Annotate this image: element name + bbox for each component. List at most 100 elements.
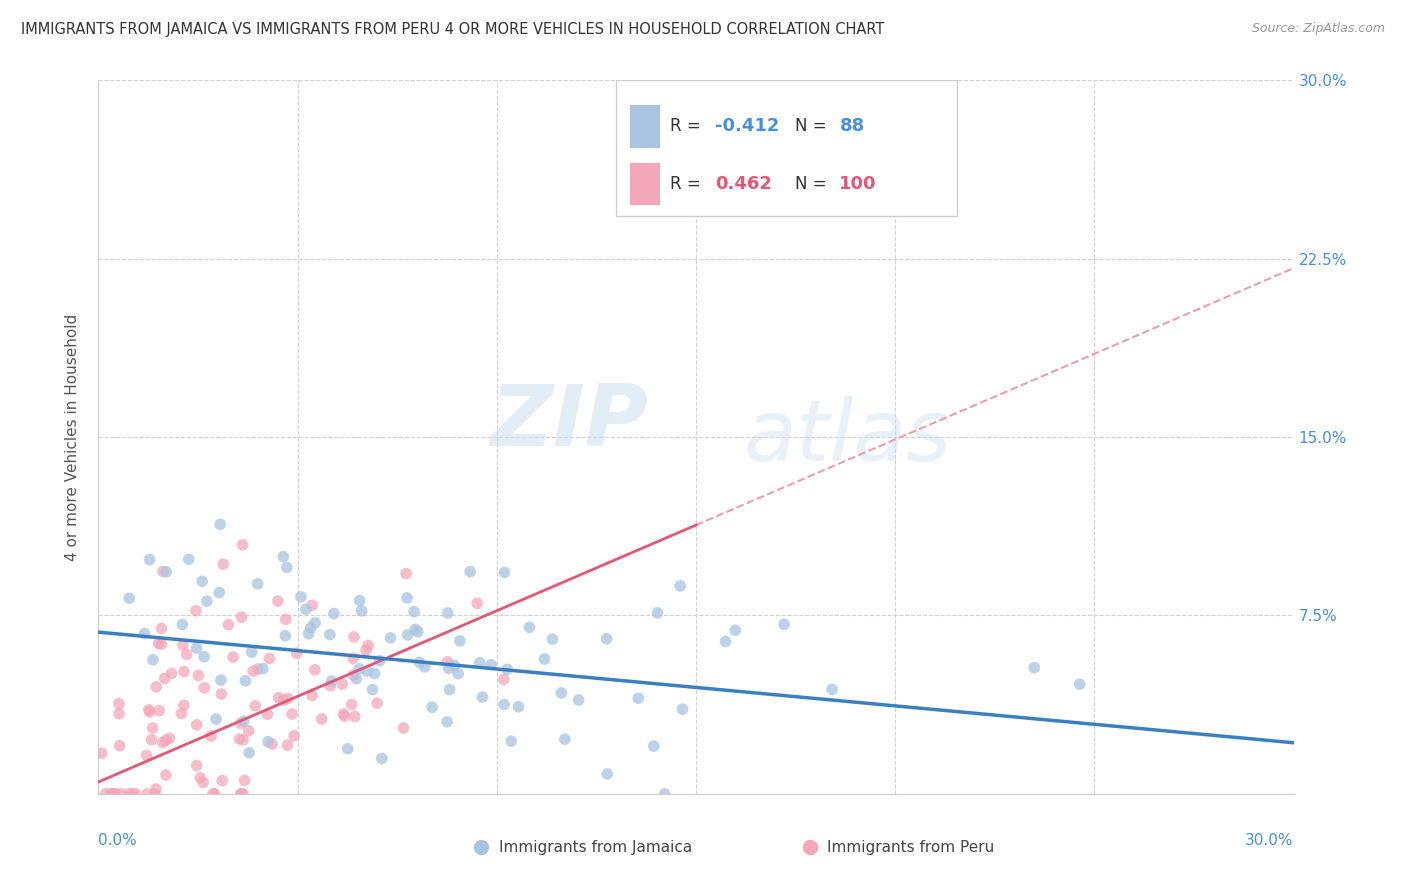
- Point: [449, 633, 471, 648]
- Point: [267, 690, 290, 705]
- Text: ZIP: ZIP: [491, 381, 648, 465]
- Point: [627, 691, 650, 706]
- Point: [141, 732, 163, 747]
- Text: atlas: atlas: [744, 395, 952, 479]
- Point: [145, 680, 167, 694]
- Point: [458, 565, 481, 579]
- Point: [311, 712, 333, 726]
- Point: [273, 693, 295, 707]
- Point: [420, 700, 443, 714]
- Point: [135, 748, 157, 763]
- Point: [596, 767, 619, 781]
- Point: [148, 704, 170, 718]
- Text: 30.0%: 30.0%: [1246, 833, 1294, 848]
- Point: [654, 787, 676, 801]
- Point: [142, 721, 165, 735]
- Point: [176, 648, 198, 662]
- Point: [108, 697, 131, 711]
- Point: [245, 698, 267, 713]
- Point: [350, 604, 373, 618]
- Point: [343, 709, 366, 723]
- Point: [494, 698, 516, 712]
- Point: [186, 718, 208, 732]
- Point: [201, 787, 224, 801]
- Point: [319, 627, 342, 641]
- Point: [413, 660, 436, 674]
- Point: [354, 643, 377, 657]
- Point: [406, 624, 429, 639]
- Text: Immigrants from Peru: Immigrants from Peru: [827, 840, 994, 855]
- Point: [366, 696, 388, 710]
- Text: Source: ZipAtlas.com: Source: ZipAtlas.com: [1251, 22, 1385, 36]
- Point: [173, 665, 195, 679]
- Point: [104, 787, 127, 801]
- Point: [121, 787, 143, 801]
- Point: [322, 607, 344, 621]
- Point: [211, 773, 233, 788]
- Point: [395, 591, 418, 605]
- Point: [155, 733, 177, 747]
- Point: [103, 787, 125, 801]
- Point: [439, 682, 461, 697]
- Text: 0.0%: 0.0%: [98, 833, 138, 848]
- Point: [550, 686, 572, 700]
- Point: [1069, 677, 1091, 691]
- Point: [332, 706, 354, 721]
- Point: [361, 682, 384, 697]
- Point: [643, 739, 665, 753]
- Point: [212, 558, 235, 572]
- Point: [669, 579, 692, 593]
- Point: [336, 741, 359, 756]
- Point: [209, 517, 232, 532]
- Point: [232, 787, 254, 801]
- Point: [160, 666, 183, 681]
- Point: [172, 617, 194, 632]
- Point: [231, 610, 253, 624]
- Point: [238, 723, 260, 738]
- Point: [471, 690, 494, 704]
- Point: [142, 653, 165, 667]
- Point: [193, 649, 215, 664]
- Point: [671, 702, 693, 716]
- Text: N =: N =: [796, 118, 832, 136]
- Point: [193, 681, 215, 695]
- Point: [138, 552, 160, 566]
- Point: [479, 657, 502, 672]
- Point: [205, 712, 228, 726]
- Point: [396, 628, 419, 642]
- Point: [257, 734, 280, 748]
- Point: [172, 638, 194, 652]
- Point: [262, 737, 284, 751]
- Point: [404, 605, 426, 619]
- Point: [94, 787, 117, 801]
- Point: [436, 606, 458, 620]
- Point: [246, 577, 269, 591]
- Point: [143, 787, 166, 801]
- Point: [228, 731, 250, 746]
- Point: [554, 732, 576, 747]
- Point: [229, 716, 252, 731]
- Point: [508, 699, 530, 714]
- Point: [173, 698, 195, 713]
- Point: [344, 672, 367, 686]
- Point: [90, 746, 112, 760]
- Point: [380, 631, 402, 645]
- Point: [277, 738, 299, 752]
- Point: [290, 590, 312, 604]
- Point: [186, 758, 208, 772]
- Point: [349, 593, 371, 607]
- Point: [232, 732, 254, 747]
- Point: [195, 594, 218, 608]
- Point: [342, 651, 364, 665]
- Point: [118, 591, 141, 606]
- Text: -0.412: -0.412: [716, 118, 779, 136]
- Point: [294, 602, 316, 616]
- Point: [191, 574, 214, 589]
- Point: [301, 599, 323, 613]
- Point: [468, 656, 491, 670]
- Point: [492, 673, 515, 687]
- Point: [274, 612, 297, 626]
- Point: [541, 632, 564, 647]
- Point: [148, 636, 170, 650]
- Point: [100, 787, 122, 801]
